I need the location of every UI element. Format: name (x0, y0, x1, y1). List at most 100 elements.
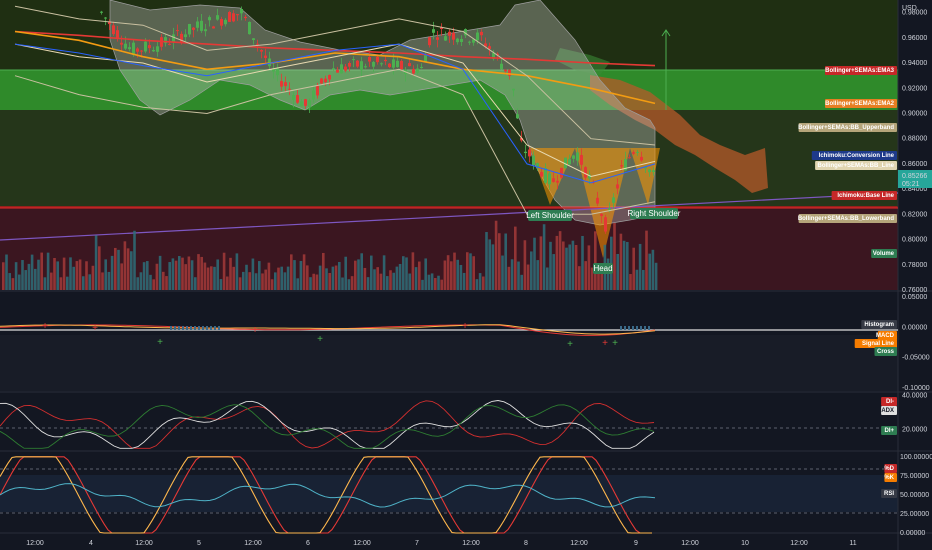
candle-body-66 (364, 66, 367, 68)
volume-bar-119 (382, 255, 386, 290)
volume-bar-166 (533, 237, 536, 290)
volume-bar-47 (152, 279, 155, 290)
macd-cross-marker-2: + (157, 337, 163, 348)
volume-bar-159 (510, 259, 514, 290)
volume-bar-48 (155, 263, 159, 290)
volume-bar-140 (450, 261, 453, 290)
head-tag (593, 263, 613, 274)
candle-body-59 (336, 69, 339, 73)
volume-bar-191 (613, 222, 616, 290)
volume-bar-175 (562, 241, 565, 290)
volume-bar-78 (251, 258, 255, 290)
candle-body-13 (152, 49, 155, 52)
volume-bar-35 (114, 247, 117, 290)
volume-bar-136 (437, 275, 440, 290)
volume-bar-3 (11, 278, 15, 290)
macd-cross-marker-4: + (317, 334, 323, 345)
volume-bar-125 (402, 256, 405, 290)
volume-bar-83 (267, 262, 271, 290)
volume-bar-156 (501, 255, 504, 290)
volume-bar-99 (318, 265, 322, 290)
candle-body-90 (460, 38, 463, 43)
macd-cross-marker-8: + (612, 338, 618, 349)
macd-hist-14 (624, 326, 626, 330)
rsi-tick-2: 50.00000 (900, 492, 929, 499)
rsi-lines (0, 456, 656, 534)
candle-body-125 (600, 213, 603, 217)
volume-bar-130 (418, 261, 421, 290)
volume-bar-1 (5, 254, 8, 290)
time-tick-10: 12:00 (570, 540, 588, 547)
current-price-value: 0.85266 (902, 173, 927, 180)
candle-body-117 (568, 159, 571, 165)
candle-body-97 (488, 46, 491, 49)
candle-body-37 (248, 21, 251, 35)
volume-bar-56 (181, 257, 184, 290)
volume-bar-199 (638, 243, 642, 290)
candle-body-101 (504, 69, 507, 72)
volume-bar-150 (482, 276, 485, 290)
volume-bar-189 (606, 258, 610, 290)
candle-body-137 (648, 169, 651, 173)
time-tick-1: 4 (89, 540, 93, 547)
candle-body-64 (356, 60, 359, 67)
rsi-axis[interactable]: 100.00000 75.00000 50.00000 25.00000 0.00000 (900, 454, 932, 537)
time-tick-0: 12:00 (26, 540, 44, 547)
price-axis[interactable]: 0.98000 0.96000 0.94000 0.92000 0.90000 0.880… (902, 10, 927, 294)
pane-tag-label-0-2: Signal Line (862, 341, 895, 347)
candle-body-53 (312, 90, 315, 100)
candle-body-17 (168, 43, 171, 45)
volume-bar-192 (616, 253, 619, 290)
macd-hist-17 (636, 326, 638, 330)
volume-bar-176 (565, 247, 568, 290)
macd-axis[interactable]: 0.05000 0.00000 -0.05000 -0.10000 (902, 294, 930, 392)
volume-bar-111 (357, 259, 360, 290)
volume-bar-14 (46, 252, 50, 290)
candle-body-96 (484, 43, 487, 47)
volume-bar-104 (334, 265, 338, 290)
candle-body-52 (308, 100, 311, 108)
candle-body-133 (632, 152, 635, 154)
macd-cross-marker-6: + (567, 339, 573, 350)
volume-bar-122 (392, 272, 395, 290)
volume-bar-97 (312, 273, 315, 290)
volume-bar-41 (133, 230, 136, 290)
candle-body-80 (420, 66, 423, 69)
pane-tag-2-2 (881, 489, 897, 498)
candle-body-78 (412, 68, 415, 74)
volume-bar-154 (494, 220, 498, 290)
candle-body-18 (172, 34, 175, 42)
candle-body-47 (288, 88, 291, 90)
volume-bar-13 (43, 277, 47, 290)
pane-tag-label-1-2: DI+ (884, 428, 894, 434)
candle-body-130 (620, 165, 623, 167)
candle-body-61 (344, 66, 347, 71)
ichimoku-cloud-green (555, 48, 610, 75)
volume-bar-165 (530, 251, 533, 290)
candle-body-36 (244, 16, 247, 19)
candle-body-33 (232, 13, 235, 22)
volume-bar-5 (18, 274, 21, 290)
candle-body-2 (108, 21, 111, 25)
volume-bar-134 (430, 273, 434, 290)
macd-hist-0 (170, 326, 172, 330)
macd-line (0, 324, 656, 336)
pane-tag-0-3 (874, 347, 897, 356)
volume-bar-146 (469, 253, 472, 290)
volume-bar-100 (322, 252, 325, 290)
candle-body-25 (200, 20, 203, 31)
macd-hist-1 (174, 326, 176, 330)
macd-hist-2 (178, 326, 180, 330)
dmi-axis[interactable]: 40.0000 20.0000 (902, 392, 927, 433)
candle-body-34 (236, 14, 239, 16)
macd-hist-4 (186, 326, 188, 330)
volume-bar-25 (82, 276, 85, 290)
volume-bar-28 (91, 265, 95, 290)
candle-body-54 (316, 85, 319, 96)
volume-bar-143 (459, 264, 463, 290)
candle-body-92 (468, 41, 471, 43)
candle-body-98 (492, 53, 495, 59)
time-axis[interactable]: 12:00 4 12:00 5 12:00 6 12:00 7 12:00 8 12:00 9 12:0… (26, 540, 856, 547)
candle-body-138 (652, 170, 655, 173)
